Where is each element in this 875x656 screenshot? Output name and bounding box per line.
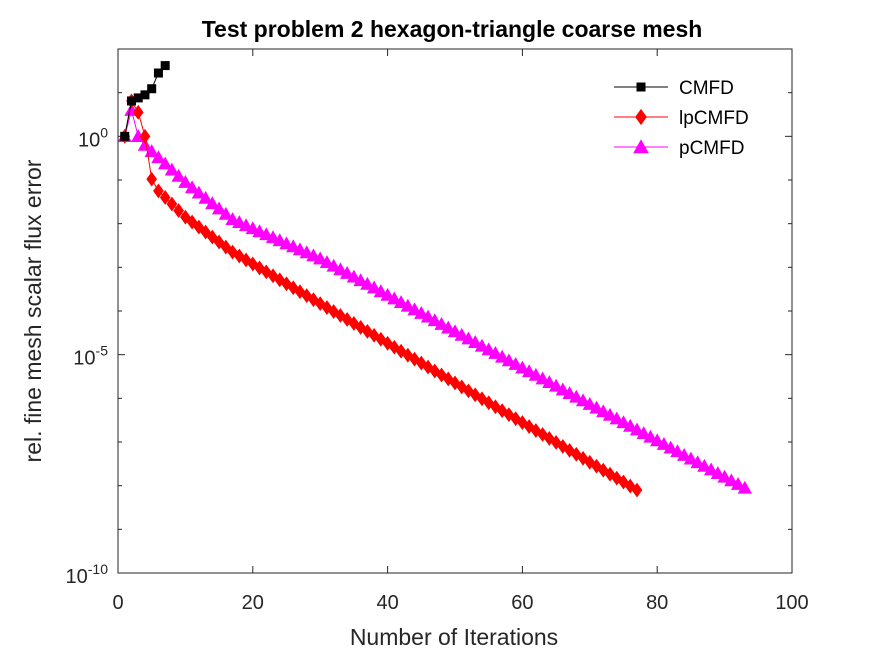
x-tick-label: 60	[511, 592, 533, 614]
data-point	[173, 203, 185, 218]
data-point	[139, 128, 151, 144]
data-point	[301, 288, 313, 304]
data-point	[395, 343, 407, 359]
data-point	[153, 183, 164, 199]
data-point	[557, 438, 569, 454]
series-layer	[117, 61, 752, 498]
data-point	[375, 331, 387, 347]
x-tick-labels: 0 20 40 60 80 100	[112, 592, 808, 614]
y-axis-label: rel. fine mesh scalar flux error	[20, 159, 46, 462]
data-point	[597, 462, 609, 478]
data-point	[133, 93, 143, 103]
series-pcmfd	[117, 102, 752, 494]
data-point	[137, 137, 153, 151]
data-point	[591, 458, 602, 474]
data-point	[153, 68, 163, 78]
data-point	[510, 411, 522, 427]
legend-item-pcmfd: pCMFD	[614, 138, 744, 159]
x-tick-label: 100	[775, 592, 808, 614]
data-point	[321, 300, 333, 316]
data-point	[469, 387, 481, 403]
chart-title: Test problem 2 hexagon-triangle coarse m…	[202, 16, 703, 42]
y-tick-label: 10-5	[73, 343, 108, 370]
plot-frame	[117, 48, 793, 574]
y-tick-labels: 100 10-5 10-10	[66, 124, 109, 588]
data-point	[570, 446, 582, 462]
data-point	[164, 162, 180, 176]
data-point	[281, 276, 292, 292]
data-point	[178, 175, 193, 188]
data-point	[218, 206, 233, 220]
data-point	[158, 156, 173, 170]
data-point	[171, 168, 186, 182]
data-point	[147, 84, 157, 94]
data-point	[140, 90, 150, 100]
data-point	[146, 171, 158, 187]
data-point	[247, 256, 259, 272]
data-point	[159, 190, 171, 205]
data-point	[633, 139, 649, 154]
data-point	[160, 61, 170, 71]
data-point	[635, 108, 647, 126]
data-point	[191, 185, 207, 199]
data-point	[151, 150, 166, 164]
data-point	[636, 82, 646, 92]
data-point	[631, 482, 643, 498]
x-tick-label: 20	[242, 592, 264, 614]
data-point	[267, 268, 279, 284]
y-tick-label: 100	[78, 124, 108, 151]
data-point	[577, 450, 589, 466]
legend-label: lpCMFD	[679, 108, 749, 129]
legend-label: CMFD	[679, 78, 734, 99]
x-tick-label: 40	[376, 592, 398, 614]
x-tick-label: 0	[112, 592, 123, 614]
data-point	[429, 363, 441, 379]
data-point	[449, 375, 461, 391]
data-point	[220, 239, 232, 255]
x-axis-label: Number of Iterations	[350, 624, 558, 650]
data-point	[198, 190, 213, 204]
data-point	[184, 180, 200, 194]
y-tick-label: 10-10	[66, 561, 109, 588]
legend-item-cmfd: CMFD	[614, 78, 734, 99]
data-point	[120, 131, 130, 141]
data-point	[126, 96, 136, 106]
data-point	[564, 442, 575, 458]
data-point	[205, 196, 220, 210]
data-point	[737, 480, 752, 494]
series-cmfd	[120, 61, 170, 141]
data-point	[211, 201, 227, 215]
data-point	[341, 312, 353, 327]
legend: CMFD lpCMFD pCMFD	[590, 66, 776, 168]
data-point	[550, 435, 562, 450]
data-point	[409, 351, 420, 367]
data-point	[584, 454, 596, 470]
legend-item-lpcmfd: lpCMFD	[614, 108, 749, 129]
legend-label: pCMFD	[679, 138, 744, 159]
data-point	[132, 104, 144, 120]
x-tick-label: 80	[646, 592, 668, 614]
data-point	[166, 196, 178, 212]
data-point	[200, 224, 211, 240]
